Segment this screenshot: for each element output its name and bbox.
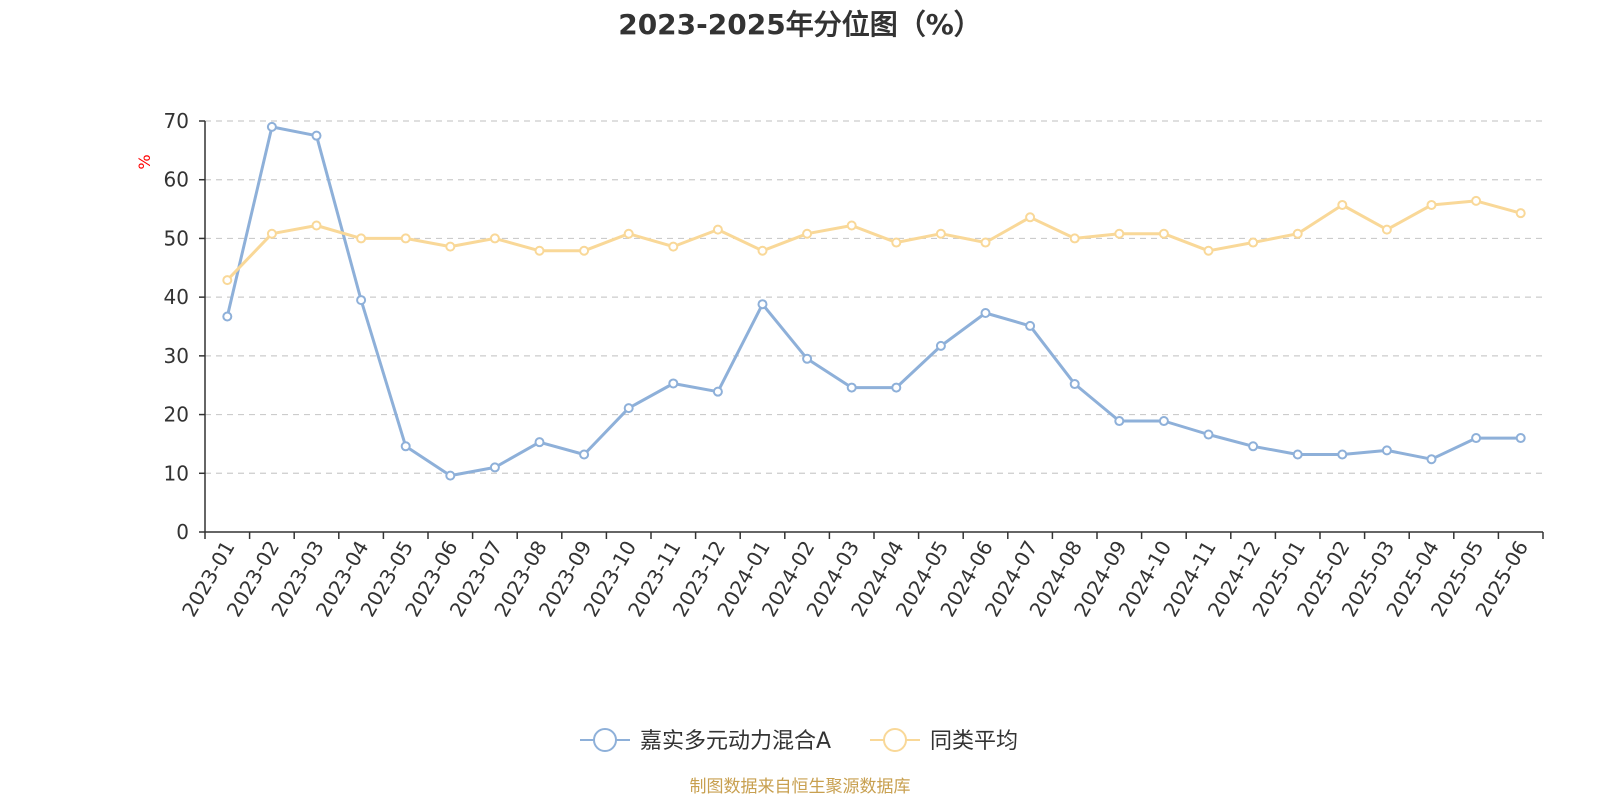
- series-1-point-2024-02: [802, 228, 813, 239]
- y-tick-label-50: 50: [164, 226, 189, 250]
- series-0-point-2024-09: [1114, 416, 1125, 427]
- legend-marker-0[interactable]: [593, 728, 617, 752]
- series-0-point-2025-04: [1426, 454, 1437, 465]
- y-tick-label-0: 0: [176, 520, 189, 544]
- series-1-point-2025-01: [1292, 228, 1303, 239]
- y-tick-label-70: 70: [164, 109, 189, 133]
- y-tick-label-40: 40: [164, 285, 189, 309]
- y-tick-label-30: 30: [164, 344, 189, 368]
- series-1-point-2025-02: [1337, 199, 1348, 210]
- series-lines: [222, 121, 1526, 481]
- series-0-point-2023-04: [356, 295, 367, 306]
- legend: 嘉实多元动力混合A 同类平均: [580, 728, 1018, 754]
- series-0-point-2025-05: [1471, 433, 1482, 444]
- series-0-point-2024-10: [1158, 416, 1169, 427]
- series-0-point-2023-08: [534, 437, 545, 448]
- series-1-point-2024-05: [935, 228, 946, 239]
- series-1-point-2024-07: [1025, 212, 1036, 223]
- series-0-point-2024-06: [980, 307, 991, 318]
- series-0-point-2023-10: [623, 403, 634, 414]
- series-1-point-2023-07: [489, 233, 500, 244]
- y-tick-label-60: 60: [164, 168, 189, 192]
- chart-title: 2023-2025年分位图（%）: [618, 8, 982, 41]
- series-0-point-2024-11: [1203, 429, 1214, 440]
- y-tick-label-20: 20: [164, 403, 189, 427]
- series-1-point-2023-05: [400, 233, 411, 244]
- data-source-note: 制图数据来自恒生聚源数据库: [690, 777, 911, 797]
- series-1-point-2023-11: [668, 241, 679, 252]
- series-1-point-2024-12: [1248, 237, 1259, 248]
- series-0-point-2023-01: [222, 311, 233, 322]
- y-tick-label-10: 10: [164, 461, 189, 485]
- series-0-point-2025-01: [1292, 449, 1303, 460]
- series-1-point-2024-11: [1203, 245, 1214, 256]
- series-1-point-2023-08: [534, 245, 545, 256]
- series-1-point-2024-09: [1114, 228, 1125, 239]
- series-1-point-2023-02: [266, 228, 277, 239]
- series-0-point-2024-01: [757, 299, 768, 310]
- series-0-point-2024-04: [891, 382, 902, 393]
- series-0-point-2025-02: [1337, 449, 1348, 460]
- series-1-point-2025-05: [1471, 195, 1482, 206]
- grid-lines: [205, 120, 1543, 474]
- series-0-point-2025-06: [1515, 433, 1526, 444]
- series-0-point-2023-06: [445, 470, 456, 481]
- legend-marker-1[interactable]: [883, 728, 907, 752]
- series-0-point-2024-02: [802, 353, 813, 364]
- series-line-1: [226, 199, 1522, 282]
- series-0-point-2024-03: [846, 382, 857, 393]
- series-0-point-2024-05: [935, 340, 946, 351]
- series-1-point-2023-03: [311, 220, 322, 231]
- series-1-point-2025-04: [1426, 199, 1437, 210]
- series-1-point-2024-03: [846, 220, 857, 231]
- series-0-point-2024-12: [1248, 441, 1259, 452]
- axes: [199, 120, 1544, 539]
- series-0-point-2023-07: [489, 462, 500, 473]
- series-0-point-2025-03: [1381, 445, 1392, 456]
- series-0-point-2023-12: [712, 386, 723, 397]
- series-0-point-2023-03: [311, 130, 322, 141]
- series-1-point-2024-10: [1158, 228, 1169, 239]
- series-0-point-2023-05: [400, 441, 411, 452]
- legend-label-1[interactable]: 同类平均: [930, 729, 1018, 754]
- series-1-point-2023-09: [579, 245, 590, 256]
- series-0-point-2023-11: [668, 378, 679, 389]
- series-line-0: [225, 125, 1521, 478]
- series-1-point-2025-03: [1381, 224, 1392, 235]
- series-1-point-2023-04: [356, 233, 367, 244]
- series-0-point-2024-08: [1069, 379, 1080, 390]
- series-0-point-2024-07: [1025, 320, 1036, 331]
- y-tick-labels: 0 10 20 30 40 50 60 70: [164, 109, 189, 544]
- series-1-point-2024-08: [1069, 233, 1080, 244]
- series-0-point-2023-02: [266, 121, 277, 132]
- series-1-point-2024-04: [891, 237, 902, 248]
- series-1-point-2023-10: [623, 228, 634, 239]
- series-1-point-2024-06: [980, 237, 991, 248]
- y-axis-unit-label: %: [135, 154, 154, 169]
- series-1-point-2023-01: [222, 275, 233, 286]
- series-0-point-2023-09: [579, 449, 590, 460]
- series-1-point-2025-06: [1515, 208, 1526, 219]
- legend-label-0[interactable]: 嘉实多元动力混合A: [640, 729, 831, 754]
- series-1-point-2023-06: [445, 241, 456, 252]
- x-tick-labels: 2023-012023-022023-032023-042023-052023-…: [177, 537, 1533, 621]
- series-1-point-2023-12: [712, 224, 723, 235]
- series-1-point-2024-01: [757, 245, 768, 256]
